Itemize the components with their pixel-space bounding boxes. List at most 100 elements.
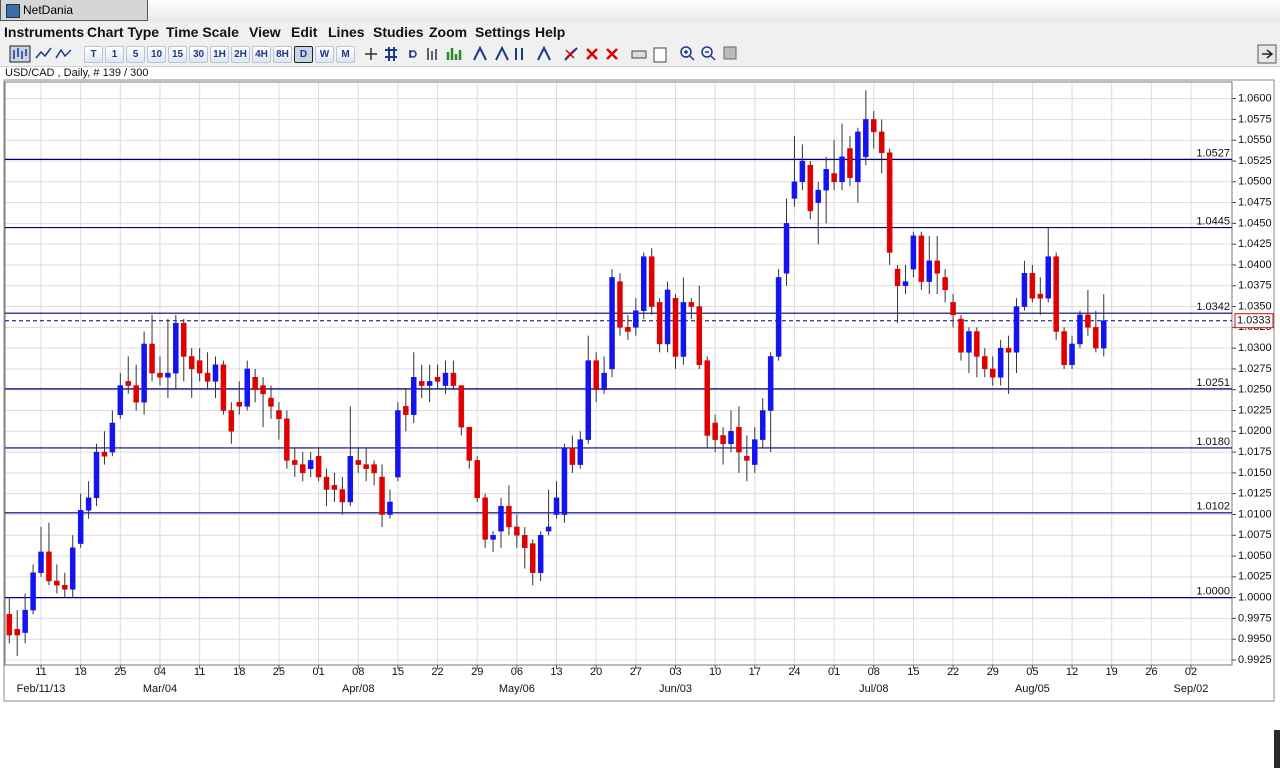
timescale-button[interactable]: T [84,46,103,63]
candle-body [426,381,433,386]
candle-body [299,464,306,474]
candle-body [759,410,766,440]
x-tick-label: 29 [987,666,999,678]
timescale-button[interactable]: 15 [168,46,187,63]
candle-body [458,385,465,428]
candle-body [656,302,663,345]
y-tick-label: 1.0475 [1238,196,1272,208]
candle-body [69,547,76,590]
candle-body [1021,273,1028,307]
timescale-button[interactable]: 1H [210,46,229,63]
y-tick-label: 1.0550 [1238,134,1272,146]
candle-body [744,456,750,461]
candle-body [767,356,774,411]
chart-panel [3,79,1275,702]
timescale-button[interactable]: 4H [252,46,271,63]
candle-body [1069,343,1075,366]
candle-body [339,489,346,503]
candle-body [617,281,623,328]
candle-body [474,460,480,499]
candle-body [1093,327,1099,349]
y-tick-label: 1.0500 [1238,176,1272,188]
candle-body [839,156,845,183]
timescale-button[interactable]: D [294,46,313,63]
candle-body [783,223,790,274]
x-tick-label: 13 [550,666,562,678]
timescale-button[interactable]: 5 [126,46,145,63]
candle-body [831,173,837,183]
candle-body [934,260,940,274]
timescale-button[interactable]: M [336,46,355,63]
candle-body [752,439,758,465]
candle-body [165,372,171,378]
candle-body [712,422,718,440]
y-tick-label: 1.0200 [1238,425,1272,437]
candle-body [863,119,869,158]
menu-item[interactable]: Lines [328,24,365,40]
y-tick-label: 0.9975 [1238,612,1272,624]
candle-body [418,381,425,386]
level-label: 1.0527 [1196,147,1230,159]
menu-item[interactable]: Instruments [4,24,85,40]
candle-body [736,426,742,453]
timescale-button[interactable]: 2H [231,46,250,63]
candle-body [363,464,369,469]
timescale-button[interactable]: 1 [105,46,124,63]
timescale-button[interactable]: W [315,46,334,63]
x-period-label: Mar/04 [143,683,177,695]
candle-body [204,372,211,382]
x-tick-label: 10 [709,666,721,678]
menu-item[interactable]: Zoom [429,24,468,40]
candle-body [331,485,338,490]
x-period-label: Aug/05 [1015,683,1050,695]
candle-body [387,501,393,515]
y-tick-label: 1.0175 [1238,446,1272,458]
candle-body [823,169,829,191]
menu-item[interactable]: Settings [475,24,531,40]
candle-body [720,435,726,445]
candle-body [141,343,147,403]
candle-body [601,372,607,390]
menu-item[interactable]: Time Scale [166,24,239,40]
candle-body [133,385,139,403]
candle-body [109,422,116,453]
candle-body [323,476,330,490]
y-tick-label: 1.0150 [1238,467,1272,479]
timescale-button[interactable]: 8H [273,46,292,63]
candle-body [878,131,885,153]
candle-body [950,302,956,316]
candle-body [260,385,266,395]
candle-body [1045,256,1051,299]
candle-body [22,609,28,633]
menu-item[interactable]: View [249,24,281,40]
menu-item[interactable]: Help [535,24,566,40]
candle-body [974,331,980,357]
x-tick-label: 08 [352,666,364,678]
x-tick-label: 08 [868,666,880,678]
y-tick-label: 1.0050 [1238,550,1272,562]
menu-item[interactable]: Edit [291,24,318,40]
menu-item[interactable]: Studies [373,24,424,40]
candle-body [569,447,576,465]
y-tick-label: 1.0075 [1238,529,1272,541]
x-tick-label: 22 [947,666,959,678]
candle-body [411,376,417,415]
menu-item[interactable]: Chart Type [87,24,160,40]
candle-body [672,297,679,357]
candle-body [244,368,250,407]
candle-body [315,456,322,478]
candle-body [93,451,100,499]
candle-body [101,451,108,457]
level-label: 1.0180 [1196,436,1230,448]
candle-body [450,372,457,386]
candle-body [791,181,798,199]
scrollbar [1274,730,1280,768]
candle-body [553,497,560,515]
candle-body [434,376,441,382]
timescale-button[interactable]: 10 [147,46,166,63]
candle-body [704,360,710,436]
timescale-button[interactable]: 30 [189,46,208,63]
x-period-label: Jul/08 [859,683,888,695]
candle-body [482,497,488,540]
candle-body [498,505,504,532]
